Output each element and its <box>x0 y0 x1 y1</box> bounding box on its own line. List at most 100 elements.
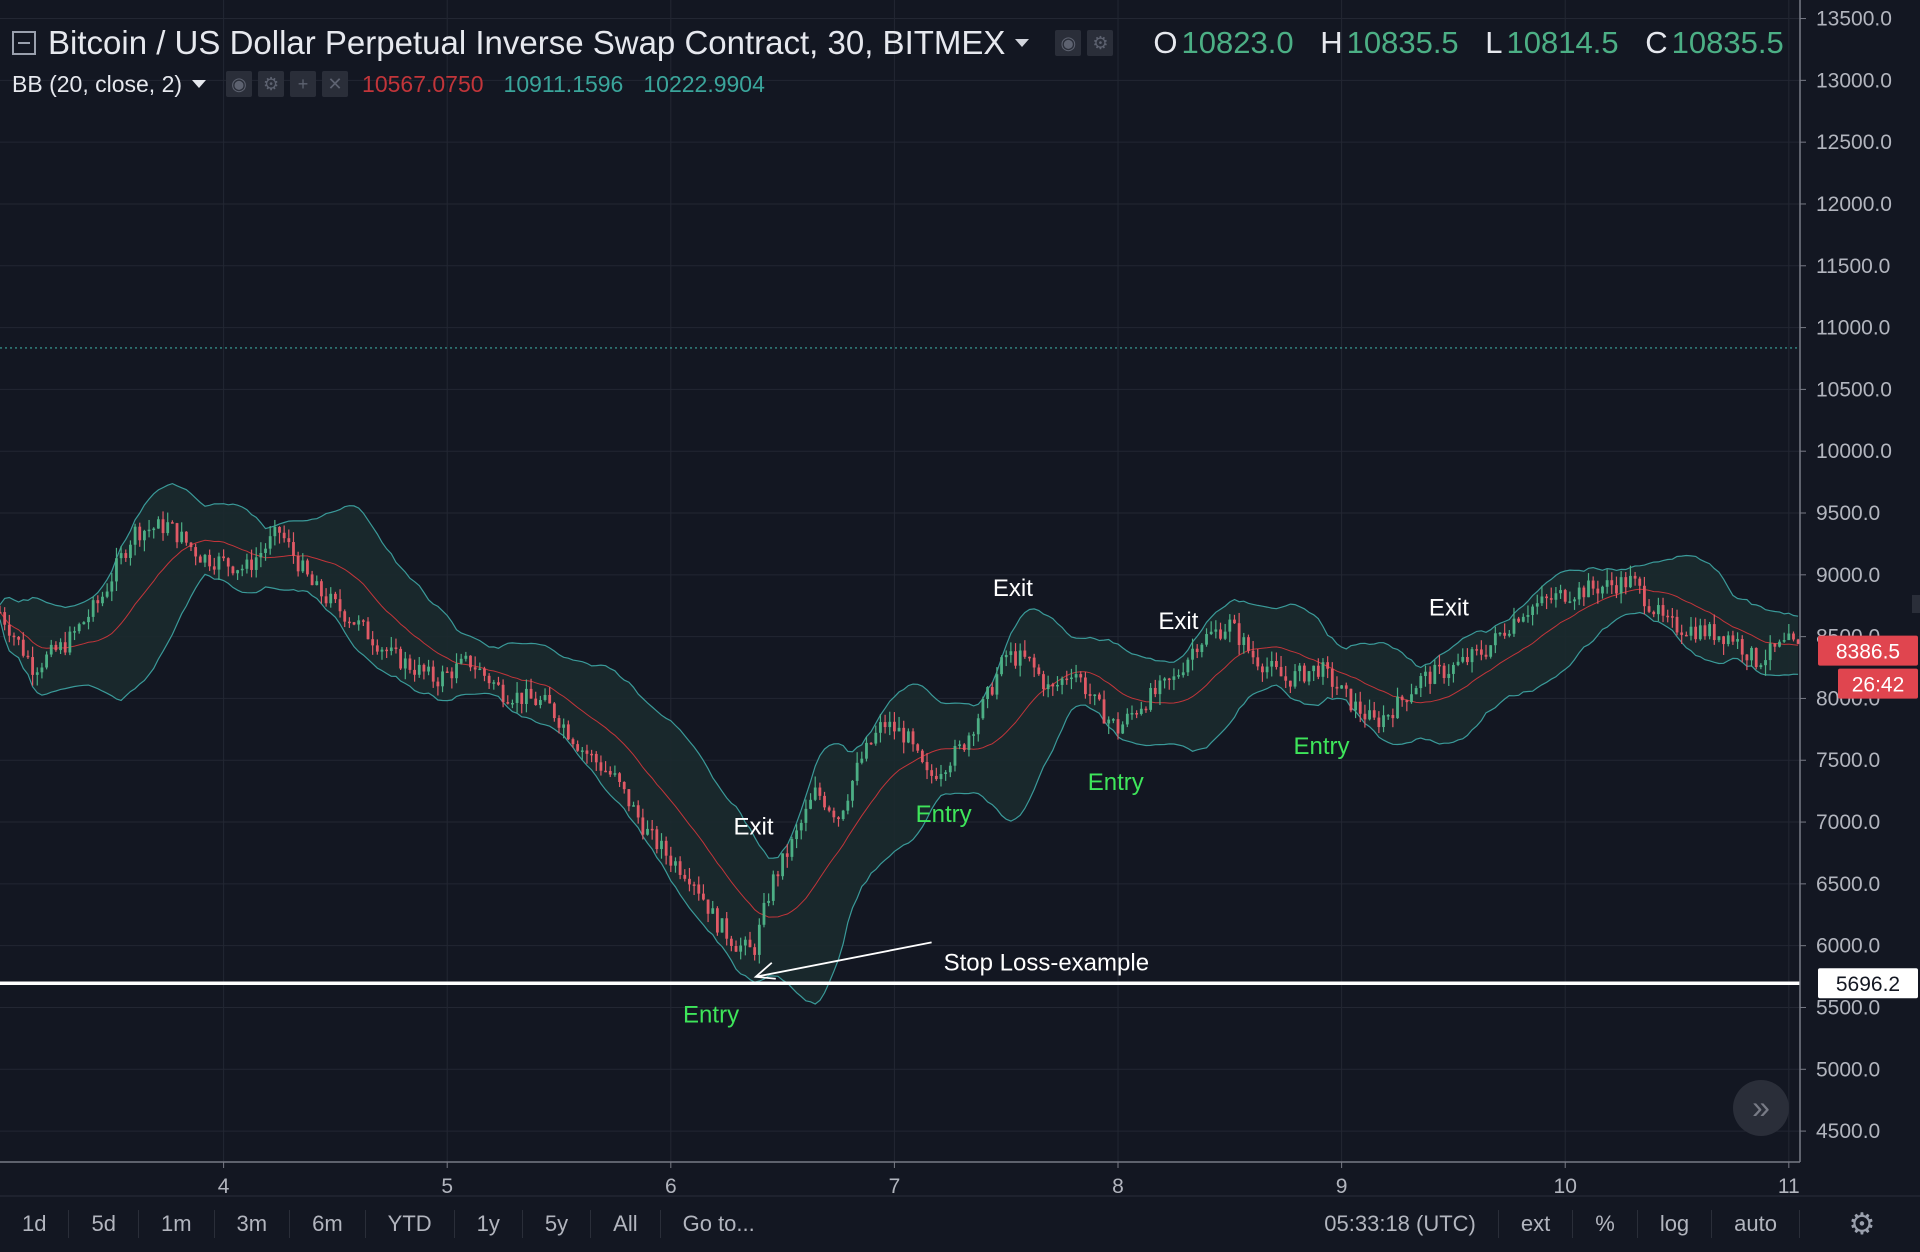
symbol-title[interactable]: Bitcoin / US Dollar Perpetual Inverse Sw… <box>48 24 1006 61</box>
gear-icon[interactable]: ⚙ <box>1087 30 1114 56</box>
candle-body <box>552 703 556 719</box>
candle <box>156 516 160 529</box>
candle-body <box>1629 575 1632 588</box>
candle <box>529 678 533 699</box>
goto-button[interactable]: Go to... <box>682 1211 755 1236</box>
candle <box>641 808 645 840</box>
candle-body <box>534 698 538 706</box>
utc-clock[interactable]: 05:33:18 (UTC) <box>1302 1210 1499 1238</box>
scroll-to-realtime-button[interactable]: » <box>1733 1080 1789 1136</box>
gear-icon[interactable]: ⚙ <box>258 71 285 97</box>
candle <box>804 799 808 832</box>
price-tick-label: 11500.0 <box>1816 255 1890 278</box>
candle <box>1279 655 1283 677</box>
range-1m[interactable]: 1m <box>139 1210 215 1238</box>
candle <box>1503 623 1507 639</box>
candle-body <box>1792 633 1795 640</box>
range-1d[interactable]: 1d <box>0 1210 70 1238</box>
candle-body <box>920 750 924 763</box>
candle-body <box>1121 724 1125 734</box>
timer-price-tag <box>1838 668 1918 699</box>
ohlc-low-key: L <box>1485 25 1503 60</box>
candle <box>827 805 831 813</box>
candle-body <box>1354 701 1357 711</box>
range-5y[interactable]: 5y <box>523 1210 592 1238</box>
candle <box>1237 612 1241 655</box>
ohlc-low-value: 10814.5 <box>1506 25 1619 60</box>
bb-upper-line <box>0 482 1799 859</box>
range-ytd[interactable]: YTD <box>366 1210 455 1238</box>
candle-body <box>1265 666 1269 673</box>
candle <box>1638 576 1642 594</box>
percent-toggle[interactable]: % <box>1573 1210 1638 1238</box>
candle-body <box>613 773 617 775</box>
close-icon[interactable]: ✕ <box>322 71 349 97</box>
price-tick-label: 5000.0 <box>1816 1058 1880 1081</box>
candle-body <box>1125 713 1129 725</box>
candle-body <box>1172 676 1176 680</box>
candle <box>1596 580 1600 604</box>
chevron-down-icon[interactable] <box>1015 39 1030 47</box>
candle-body <box>678 861 682 875</box>
candle <box>646 820 649 836</box>
candle <box>1372 701 1376 721</box>
log-toggle[interactable]: log <box>1638 1210 1713 1238</box>
indicator-name[interactable]: BB (20, close, 2) <box>12 70 183 97</box>
range-5d[interactable]: 5d <box>69 1210 139 1238</box>
settings-gear-icon[interactable]: ⚙ <box>1848 1208 1876 1241</box>
candle-body <box>1042 674 1045 690</box>
range-1y[interactable]: 1y <box>455 1210 523 1238</box>
candle-body <box>156 519 160 529</box>
candle-body <box>813 787 817 800</box>
side-panel-handle[interactable] <box>1912 595 1920 613</box>
candle-body <box>669 855 673 866</box>
candle-body <box>1191 648 1194 660</box>
range-3m[interactable]: 3m <box>215 1210 291 1238</box>
candle-body <box>576 744 580 751</box>
candle-body <box>1181 672 1185 676</box>
candle <box>841 809 845 821</box>
candle-body <box>105 591 109 597</box>
candle <box>1032 653 1036 678</box>
range-all[interactable]: All <box>591 1210 661 1238</box>
candle <box>1452 662 1455 683</box>
price-tick-label: 13000.0 <box>1816 69 1892 92</box>
bb-basis-value: 10567.0750 <box>362 70 484 97</box>
auto-toggle[interactable]: auto <box>1712 1210 1800 1238</box>
candle-body <box>902 727 906 743</box>
eye-icon[interactable]: ◉ <box>226 71 253 97</box>
range-6m[interactable]: 6m <box>290 1210 366 1238</box>
candle <box>343 609 347 628</box>
candle-body <box>1279 666 1283 677</box>
candle <box>1750 646 1753 667</box>
candle-body <box>292 542 295 556</box>
ext-toggle[interactable]: ext <box>1499 1210 1574 1238</box>
eye-icon[interactable]: ◉ <box>1055 30 1082 56</box>
collapse-icon[interactable] <box>12 31 36 55</box>
candle <box>361 619 365 627</box>
candle <box>1125 708 1129 728</box>
candle-body <box>1736 639 1739 642</box>
plus-icon[interactable]: + <box>290 71 317 97</box>
candle-body <box>795 830 798 840</box>
candle-body <box>1750 647 1753 661</box>
candle <box>1014 643 1017 669</box>
candle-body <box>180 531 184 543</box>
candle-body <box>958 744 962 746</box>
candle-body <box>254 557 258 570</box>
chevron-down-icon[interactable] <box>192 80 207 88</box>
time-tick-label: 6 <box>665 1175 677 1198</box>
candle-body <box>697 884 701 894</box>
candle <box>231 565 235 576</box>
candle-body <box>1605 580 1609 587</box>
candle-body <box>87 616 90 623</box>
time-tick-label: 5 <box>441 1175 453 1198</box>
candle <box>1358 691 1362 723</box>
candle <box>1708 621 1712 640</box>
candle <box>352 621 356 626</box>
candle-body <box>1684 634 1688 637</box>
candle-body <box>1023 650 1027 657</box>
candle <box>655 825 659 854</box>
candle-body <box>1358 701 1362 714</box>
